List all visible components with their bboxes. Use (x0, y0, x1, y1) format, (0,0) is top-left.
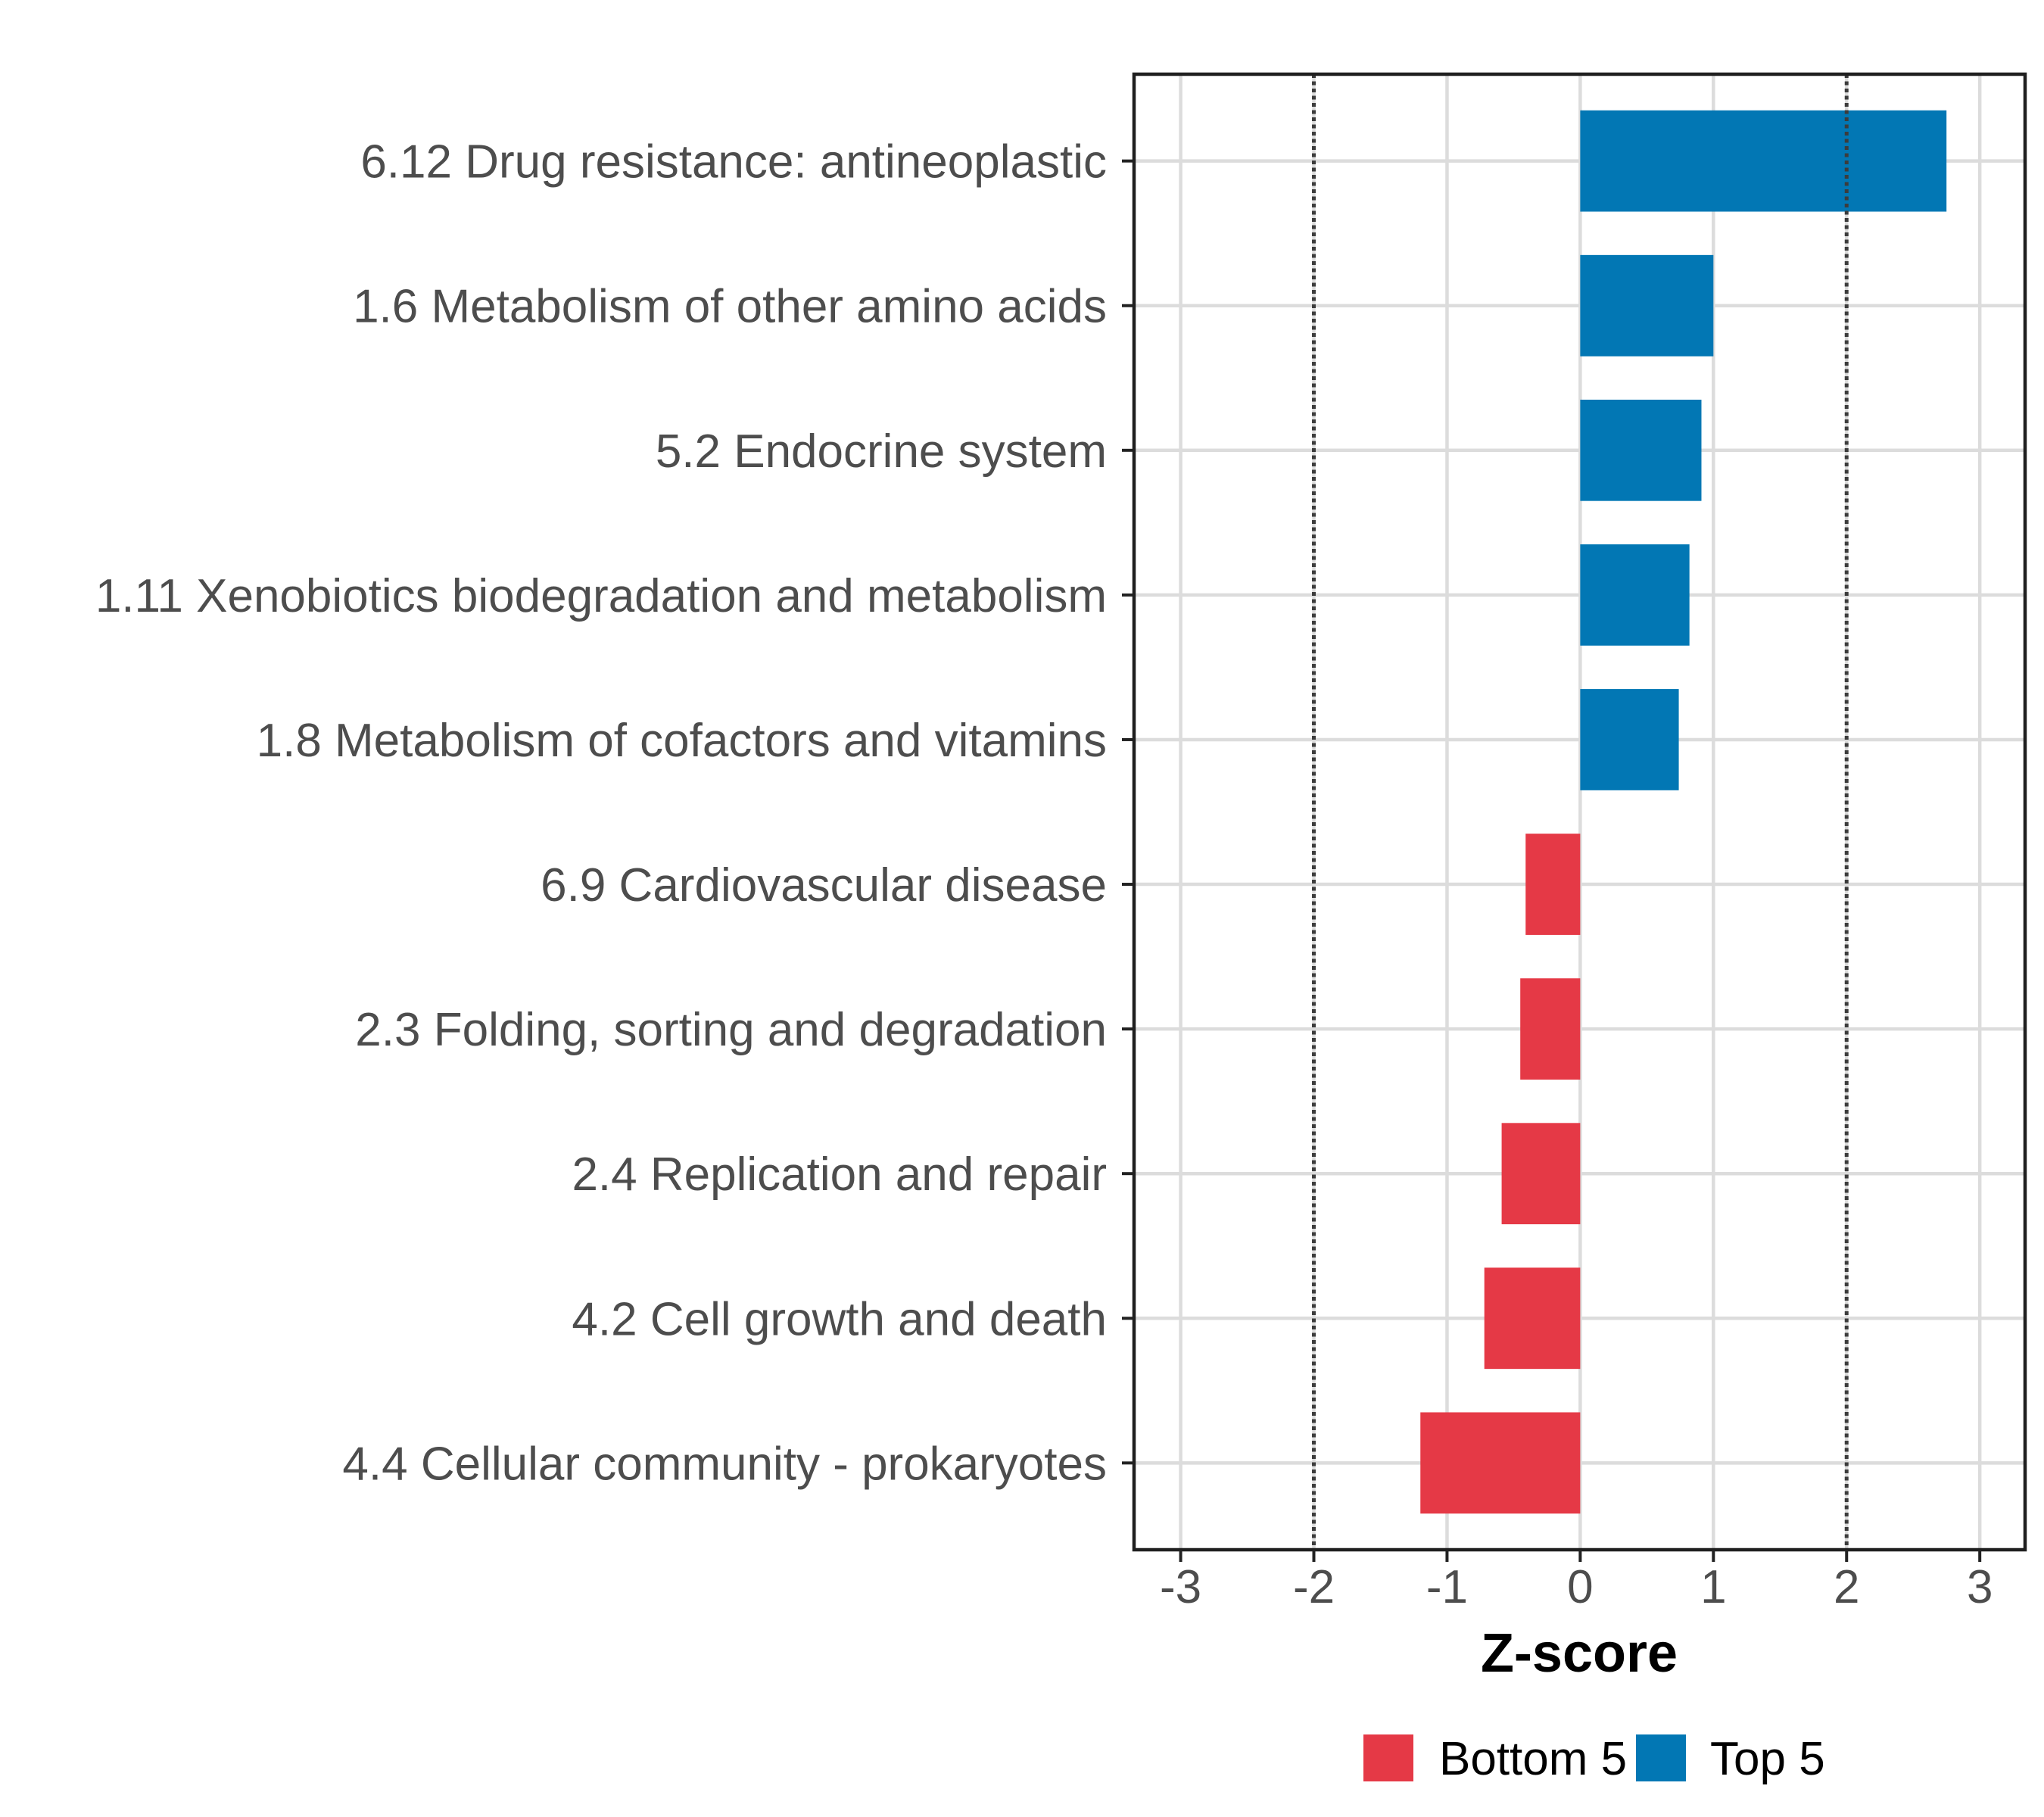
x-tick-label: -3 (1160, 1561, 1201, 1613)
legend: Bottom 5 Top 5 (1363, 1733, 1825, 1785)
x-axis: -3 -2 -1 0 1 2 3 (1160, 1550, 1993, 1613)
legend-swatch-bottom5 (1363, 1734, 1413, 1781)
legend-swatch-top5 (1636, 1734, 1686, 1781)
x-tick-label: -2 (1293, 1561, 1335, 1613)
reference-lines (1312, 74, 1849, 1550)
category-label: 2.3 Folding, sorting and degradation (355, 1004, 1107, 1056)
x-tick-label: -1 (1426, 1561, 1468, 1613)
x-tick-label: 1 (1700, 1561, 1726, 1613)
bar (1525, 834, 1581, 935)
x-tick-label: 2 (1834, 1561, 1859, 1613)
legend-label-top5: Top 5 (1710, 1733, 1825, 1785)
x-tick-label: 3 (1967, 1561, 1993, 1613)
category-label: 1.8 Metabolism of cofactors and vitamins (257, 715, 1107, 767)
bar (1580, 110, 1947, 212)
category-label: 1.6 Metabolism of other amino acids (353, 281, 1107, 333)
bar (1580, 399, 1702, 501)
category-label: 6.12 Drug resistance: antineoplastic (360, 136, 1107, 189)
bar (1520, 978, 1581, 1080)
x-tick-label: 0 (1567, 1561, 1593, 1613)
bar (1420, 1412, 1581, 1514)
bar (1580, 254, 1714, 357)
y-axis: 6.12 Drug resistance: antineoplastic 1.6 … (95, 136, 1134, 1490)
x-axis-title: Z-score (1481, 1623, 1678, 1684)
category-label: 2.4 Replication and repair (572, 1148, 1107, 1201)
bars (1420, 110, 1947, 1514)
category-label: 5.2 Endocrine system (656, 425, 1107, 478)
bar (1580, 544, 1690, 646)
category-label: 1.11 Xenobiotics biodegradation and meta… (95, 570, 1107, 622)
category-label: 4.4 Cellular community - prokaryotes (342, 1438, 1107, 1490)
bar (1580, 689, 1679, 790)
category-label: 4.2 Cell growth and death (572, 1293, 1107, 1345)
bar (1484, 1267, 1581, 1370)
legend-label-bottom5: Bottom 5 (1439, 1733, 1627, 1785)
category-label: 6.9 Cardiovascular disease (541, 859, 1107, 912)
bar (1501, 1123, 1581, 1225)
